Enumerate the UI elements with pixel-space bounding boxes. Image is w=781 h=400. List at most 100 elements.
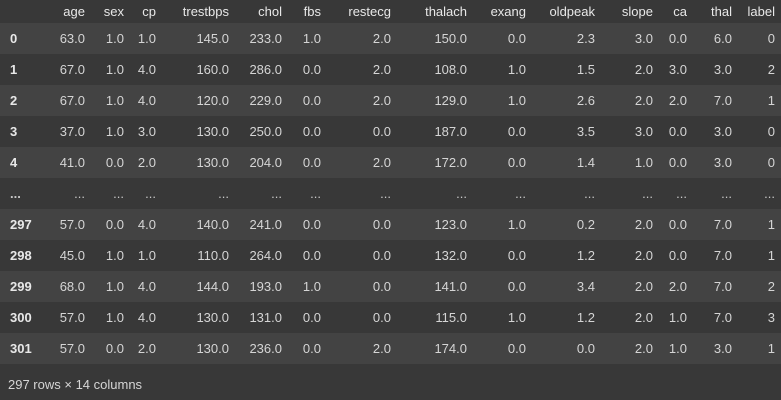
cell-sex: 1.0 <box>105 248 124 263</box>
cell-exang: 1.0 <box>507 93 526 108</box>
cell-trestbps: ... <box>218 186 229 201</box>
cell-ca: 0.0 <box>668 124 687 139</box>
cell-chol: 241.0 <box>249 217 282 232</box>
cell-slope: 2.0 <box>634 62 653 77</box>
cell-thal: 7.0 <box>713 93 732 108</box>
shape-summary: 297 rows × 14 columns <box>8 377 143 392</box>
column-header-chol: chol <box>258 4 282 19</box>
cell-exang: 0.0 <box>507 341 526 356</box>
cell-thalach: 187.0 <box>434 124 467 139</box>
table-row: 3 37.0 1.0 3.0 130.0 250.0 0.0 0.0 187.0 0.0 3.5 3.… <box>0 116 781 147</box>
cell-fbs: 0.0 <box>302 248 321 263</box>
cell-fbs: 0.0 <box>302 155 321 170</box>
cell-chol: 193.0 <box>249 279 282 294</box>
table-row: 0 63.0 1.0 1.0 145.0 233.0 1.0 2.0 150.0 0.0 2.3 3.… <box>0 23 781 54</box>
row-index: 2 <box>10 93 18 108</box>
cell-sex: 1.0 <box>105 310 124 325</box>
cell-restecg: 2.0 <box>372 31 391 46</box>
cell-ca: 1.0 <box>668 310 687 325</box>
table-header-row: age sex cp trestbps chol fbs restecg thalach exa… <box>0 0 781 23</box>
cell-oldpeak: 1.5 <box>576 62 595 77</box>
cell-exang: 0.0 <box>507 155 526 170</box>
cell-exang: 0.0 <box>507 124 526 139</box>
column-header-label: label <box>747 4 775 19</box>
cell-age: 41.0 <box>59 155 85 170</box>
cell-thalach: 150.0 <box>434 31 467 46</box>
cell-trestbps: 160.0 <box>196 62 229 77</box>
cell-sex: 0.0 <box>105 217 124 232</box>
cell-slope: 2.0 <box>634 310 653 325</box>
cell-chol: 233.0 <box>249 31 282 46</box>
cell-thal: 3.0 <box>713 62 732 77</box>
cell-fbs: 0.0 <box>302 341 321 356</box>
cell-slope: 2.0 <box>634 217 653 232</box>
table-row: 297 57.0 0.0 4.0 140.0 241.0 0.0 0.0 123.0 1.0 0.2… <box>0 209 781 240</box>
cell-thalach: 115.0 <box>435 310 467 325</box>
cell-ca: 0.0 <box>668 31 687 46</box>
cell-ca: 1.0 <box>668 341 687 356</box>
cell-ca: 0.0 <box>668 217 687 232</box>
cell-cp: ... <box>145 186 156 201</box>
cell-cp: 2.0 <box>137 155 156 170</box>
cell-sex: ... <box>113 186 124 201</box>
cell-thal: 3.0 <box>713 155 732 170</box>
cell-exang: 1.0 <box>507 217 526 232</box>
table-row: 299 68.0 1.0 4.0 144.0 193.0 1.0 0.0 141.0 0.0 3.4… <box>0 271 781 302</box>
cell-slope: 3.0 <box>634 124 653 139</box>
column-header-exang: exang <box>490 4 526 19</box>
cell-exang: 0.0 <box>507 248 526 263</box>
column-header-restecg: restecg <box>348 4 391 19</box>
cell-thalach: 123.0 <box>434 217 467 232</box>
cell-oldpeak: 0.2 <box>576 217 595 232</box>
cell-thalach: 172.0 <box>434 155 467 170</box>
cell-trestbps: 130.0 <box>196 155 229 170</box>
cell-thalach: 132.0 <box>434 248 467 263</box>
cell-restecg: 2.0 <box>372 341 391 356</box>
cell-oldpeak: 1.2 <box>576 248 595 263</box>
cell-thalach: 129.0 <box>434 93 467 108</box>
column-header-sex: sex <box>103 4 124 19</box>
cell-ca: 0.0 <box>668 155 687 170</box>
column-header-fbs: fbs <box>303 4 321 19</box>
cell-exang: 1.0 <box>507 310 526 325</box>
cell-chol: 229.0 <box>249 93 282 108</box>
cell-label: 3 <box>767 310 775 325</box>
cell-sex: 1.0 <box>105 279 124 294</box>
cell-trestbps: 130.0 <box>196 310 229 325</box>
cell-cp: 2.0 <box>137 341 156 356</box>
cell-sex: 1.0 <box>105 124 124 139</box>
cell-fbs: 1.0 <box>302 279 321 294</box>
cell-thal: ... <box>721 186 732 201</box>
cell-oldpeak: 1.4 <box>576 155 595 170</box>
cell-chol: 264.0 <box>249 248 282 263</box>
cell-thal: 7.0 <box>713 248 732 263</box>
cell-slope: 1.0 <box>634 155 653 170</box>
cell-chol: 131.0 <box>249 310 282 325</box>
cell-thal: 7.0 <box>713 217 732 232</box>
cell-sex: 1.0 <box>105 62 124 77</box>
cell-trestbps: 130.0 <box>196 124 229 139</box>
row-index: 3 <box>10 124 18 139</box>
table-body: 0 63.0 1.0 1.0 145.0 233.0 1.0 2.0 150.0 0.0 2.3 3.… <box>0 23 781 364</box>
cell-restecg: 2.0 <box>372 155 391 170</box>
cell-age: 45.0 <box>59 248 85 263</box>
cell-label: 1 <box>767 217 775 232</box>
row-index: 0 <box>10 31 18 46</box>
table-row: 2 67.0 1.0 4.0 120.0 229.0 0.0 2.0 129.0 1.0 2.6 2.… <box>0 85 781 116</box>
cell-fbs: 0.0 <box>302 217 321 232</box>
cell-age: 67.0 <box>59 93 85 108</box>
cell-age: 37.0 <box>59 124 85 139</box>
cell-thalach: ... <box>456 186 467 201</box>
cell-fbs: 0.0 <box>302 310 321 325</box>
cell-fbs: ... <box>310 186 321 201</box>
cell-age: 67.0 <box>59 62 85 77</box>
cell-ca: 2.0 <box>668 279 687 294</box>
column-header-slope: slope <box>621 4 653 19</box>
table-row: 4 41.0 0.0 2.0 130.0 204.0 0.0 2.0 172.0 0.0 1.4 1.… <box>0 147 781 178</box>
cell-thal: 7.0 <box>713 279 732 294</box>
row-index: ... <box>10 186 21 201</box>
cell-cp: 4.0 <box>137 217 156 232</box>
cell-restecg: 0.0 <box>372 310 391 325</box>
column-header-age: age <box>63 4 85 19</box>
column-header-oldpeak: oldpeak <box>549 4 595 19</box>
